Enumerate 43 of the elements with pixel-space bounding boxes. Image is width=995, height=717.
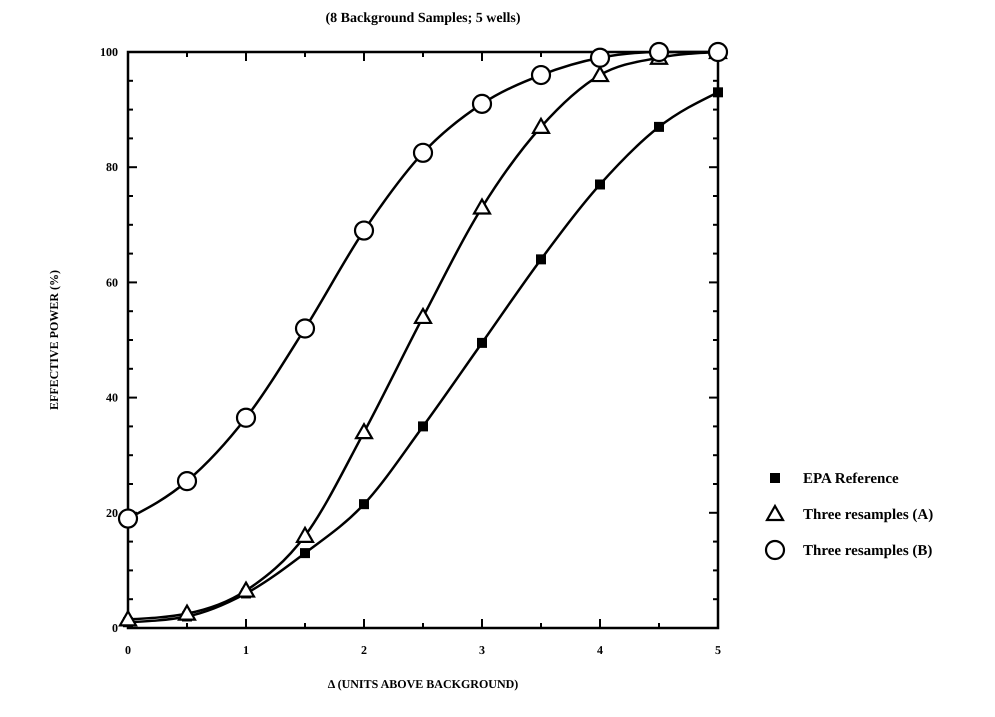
point bbox=[414, 308, 432, 324]
y-tick-label: 80 bbox=[106, 160, 118, 174]
chart-title: (8 Background Samples; 5 wells) bbox=[326, 11, 521, 26]
point bbox=[648, 42, 670, 62]
point bbox=[418, 421, 428, 432]
point bbox=[236, 408, 256, 428]
y-tick-label: 20 bbox=[106, 506, 118, 520]
point bbox=[713, 87, 723, 98]
point bbox=[359, 499, 369, 510]
point bbox=[294, 318, 316, 339]
legend-label: Three resamples (B) bbox=[803, 543, 932, 559]
point bbox=[354, 423, 374, 440]
y-tick-label: 100 bbox=[100, 45, 118, 59]
point bbox=[590, 66, 610, 82]
y-tick-label: 60 bbox=[106, 275, 118, 290]
x-tick-label: 0 bbox=[125, 643, 131, 657]
point bbox=[532, 118, 550, 134]
point bbox=[118, 508, 138, 529]
point bbox=[595, 179, 605, 190]
point bbox=[412, 142, 434, 163]
x-tick-label: 3 bbox=[479, 643, 485, 657]
x-tick-label: 5 bbox=[715, 643, 721, 657]
point bbox=[472, 198, 492, 215]
point bbox=[354, 220, 374, 241]
point bbox=[536, 254, 546, 264]
x-tick-label: 2 bbox=[361, 643, 367, 657]
point bbox=[472, 94, 492, 114]
x-tick-label: 1 bbox=[243, 643, 249, 657]
point bbox=[477, 338, 487, 348]
point bbox=[530, 64, 552, 86]
point bbox=[654, 122, 664, 132]
y-tick-label: 40 bbox=[106, 390, 118, 405]
point bbox=[300, 548, 310, 558]
y-axis-title: EFFECTIVE POWER (%) bbox=[47, 270, 61, 410]
y-tick-label: 0 bbox=[112, 621, 118, 635]
point bbox=[590, 48, 610, 68]
x-axis-title: Δ (UNITS ABOVE BACKGROUND) bbox=[328, 677, 518, 691]
point bbox=[118, 610, 138, 626]
legend-label: Three resamples (A) bbox=[803, 507, 934, 523]
point bbox=[296, 526, 314, 543]
point bbox=[176, 471, 198, 492]
x-tick-label: 4 bbox=[597, 643, 603, 657]
legend-label: EPA Reference bbox=[803, 471, 899, 487]
